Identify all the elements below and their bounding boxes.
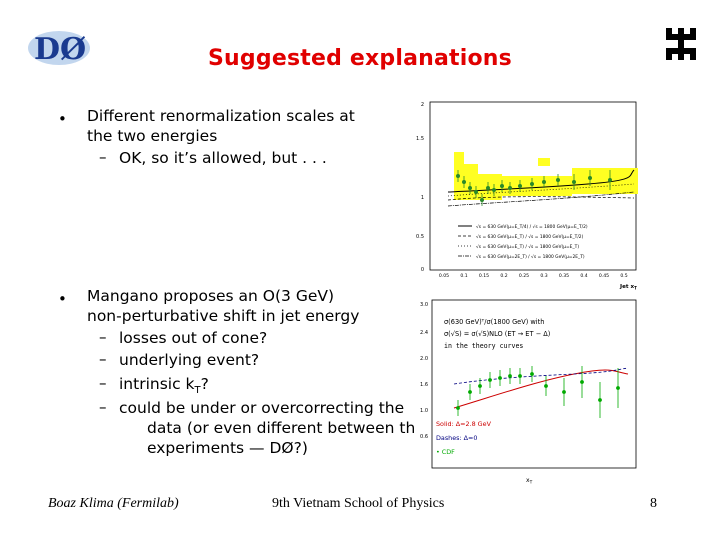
x-tick-label: 0.05: [439, 273, 449, 279]
y-tick-label: 0.5: [416, 234, 424, 240]
y-tick-label: 2.0: [420, 356, 428, 362]
formula-line-2: σ(√S) = σ(√S)NLO (ET → ET − Δ): [444, 330, 550, 338]
y-tick-label: 1.6: [420, 382, 428, 388]
theory-curve-3: [447, 183, 635, 197]
bullet-2-sub-2: underlying event?: [119, 351, 260, 369]
x-axis-label: Jet xT: [619, 284, 637, 290]
solid-curve: [453, 369, 629, 409]
y-tick-label: 3.0: [420, 302, 428, 308]
x-tick-label: 0.45: [599, 273, 609, 279]
bullet-2-sub-3: intrinsic kT?: [119, 374, 209, 401]
bullet-2-sub-1: losses out of cone?: [119, 329, 268, 347]
legend-solid: Solid: Δ=2.8 GeV: [436, 420, 492, 428]
formula-line-1: σ(630 GeV)ᵀ/σ(1800 GeV) with: [444, 318, 544, 326]
y-tick-label: 2.4: [420, 330, 428, 336]
bullet-1-line1: Different renormalization scales at: [87, 107, 355, 125]
bullet-marker: •: [58, 290, 67, 308]
bullet-2-line2: non-perturbative shift in jet energy: [87, 307, 360, 325]
kt-suffix: ?: [200, 375, 209, 393]
sub-dash: –: [99, 398, 107, 416]
ratio-plot-bottom: 3.0 2.4 2.0 1.6 1.0 0.6 σ(630 GeV)ᵀ/σ(18…: [414, 296, 646, 486]
y-tick-label: 1.5: [416, 136, 424, 142]
slide-title: Suggested explanations: [208, 46, 512, 71]
x-tick-label: 0.2: [500, 273, 507, 279]
d0-logo: DØ: [26, 28, 92, 68]
sub-dash: –: [99, 328, 107, 346]
x-tick-label: 0.35: [559, 273, 569, 279]
bullet-2-sub-4: could be under or overcorrecting the: [119, 399, 405, 417]
bullet-marker: •: [58, 110, 67, 128]
data-points: [456, 170, 612, 206]
y-tick-label: 1: [421, 195, 424, 201]
sub-dash: –: [99, 350, 107, 368]
sub-dash: –: [99, 374, 107, 392]
x-tick-label: 0.25: [519, 273, 529, 279]
bullet-1-line2: the two energies: [87, 127, 218, 145]
systematic-band: [454, 152, 638, 200]
legend-cdf: • CDF: [436, 448, 455, 456]
page-number: 8: [650, 496, 657, 511]
y-tick-label: 0.6: [420, 434, 428, 440]
bullet-2-sub-4-cont: data (or even different between the: [147, 419, 425, 437]
x-tick-label: 0.5: [620, 273, 627, 279]
legend-entry-3: √s = 630 GeV(μ=E_T) / √s = 1800 GeV(μ=E_…: [476, 244, 579, 250]
d0-logo-text: DØ: [34, 32, 86, 67]
bullet-2-sub-4-cont2: experiments — DØ?): [147, 439, 308, 457]
x-tick-label: 0.15: [479, 273, 489, 279]
theory-curve-1: [447, 169, 635, 193]
footer-author: Boaz Klima (Fermilab): [48, 496, 179, 511]
legend-entry-1: √s = 630 GeV(μ=E_T/4) / √s = 1800 GeV(μ=…: [476, 224, 588, 230]
theory-curve-2: [447, 196, 635, 201]
legend-entry-4: √s = 630 GeV(μ=2E_T) / √s = 1800 GeV(μ=2…: [476, 254, 585, 260]
bullet-2-line1: Mangano proposes an O(3 GeV): [87, 287, 335, 305]
x-tick-label: 0.3: [540, 273, 547, 279]
cdf-points: [456, 366, 620, 418]
legend-dashes: Dashes: Δ=0: [436, 434, 477, 442]
ratio-plot-top: 2 1.5 1 0.5 0: [398, 96, 644, 291]
x-tick-label: 0.4: [580, 273, 587, 279]
footer-event: 9th Vietnam School of Physics: [272, 496, 445, 511]
plot-frame: [431, 299, 637, 469]
sub-dash: –: [99, 148, 107, 166]
kt-text: intrinsic k: [119, 375, 195, 393]
x-tick-label: 0.1: [460, 273, 467, 279]
y-tick-label: 2: [421, 102, 424, 108]
bullet-1-sub-1: OK, so it’s allowed, but . . .: [119, 149, 327, 167]
y-tick-label: 0: [421, 267, 424, 273]
kt-subscript: T: [194, 385, 201, 397]
x-axis-label: xT: [526, 477, 533, 486]
y-tick-label: 1.0: [420, 408, 428, 414]
fermilab-logo: [664, 26, 698, 62]
dashed-curve: [453, 367, 629, 385]
formula-line-3: in the theory curves: [444, 342, 523, 350]
legend-entry-2: √s = 630 GeV(μ=E_T) / √s = 1800 GeV(μ=E_…: [476, 234, 584, 240]
